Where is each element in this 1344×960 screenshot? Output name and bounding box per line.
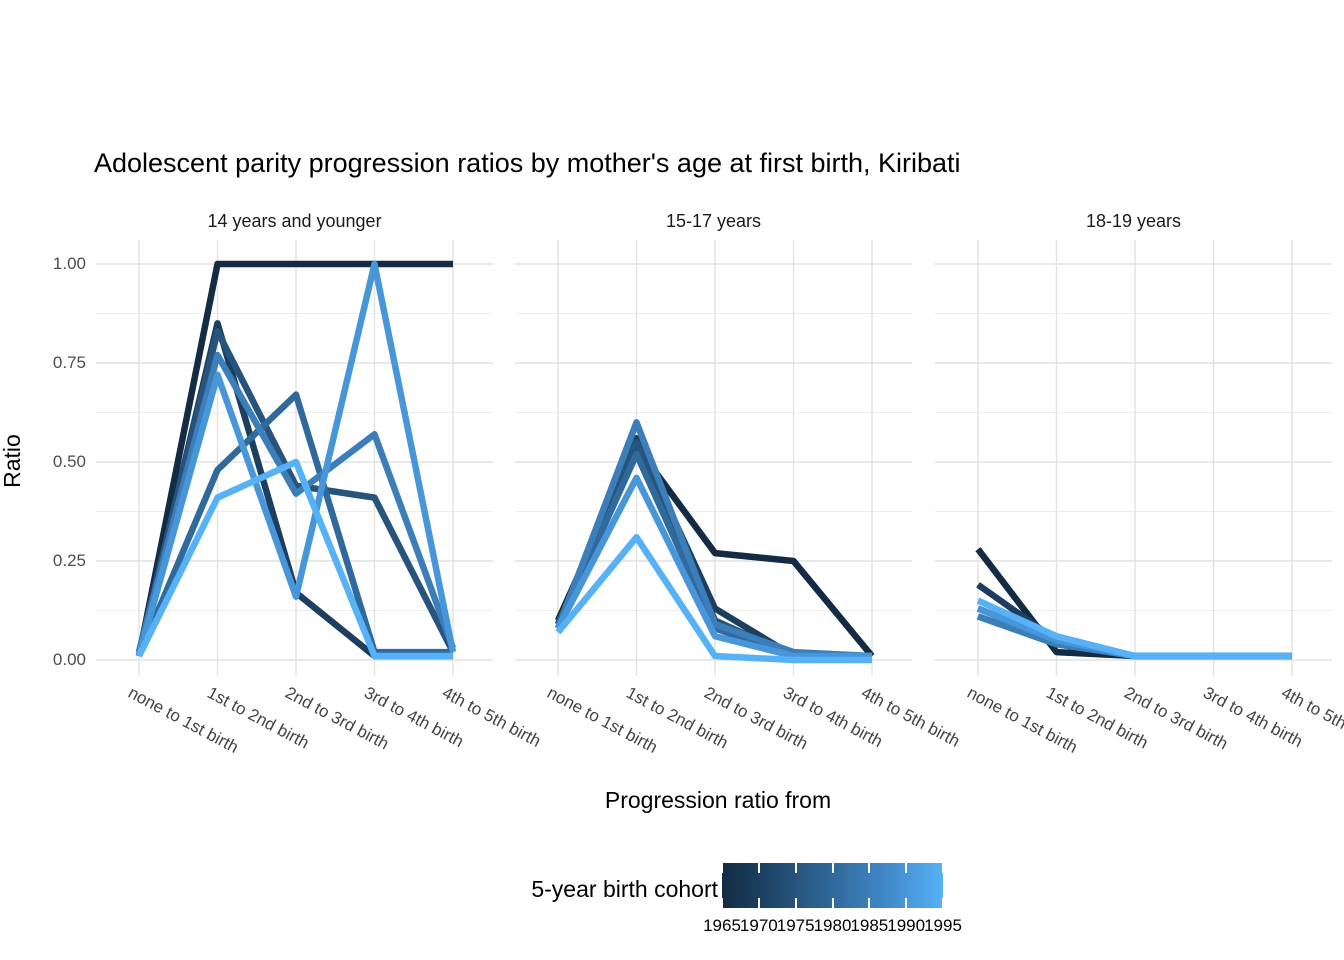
legend-tick-label: 1970 xyxy=(739,916,778,935)
legend-tick-label: 1985 xyxy=(850,916,889,935)
legend-tick xyxy=(757,863,760,873)
series-line-1990 xyxy=(135,260,457,657)
x-axis-title: Progression ratio from xyxy=(604,787,832,813)
series-line-1975 xyxy=(135,328,456,654)
series-line-1990 xyxy=(555,474,872,660)
facet-label-1: 15-17 years xyxy=(665,211,762,231)
legend-tick xyxy=(868,898,871,908)
legend-tick xyxy=(721,863,723,873)
legend-tick-label: 1990 xyxy=(887,916,926,935)
series-line-1995 xyxy=(976,597,1292,660)
series-line-1985 xyxy=(135,351,457,653)
legend-title: 5-year birth cohort xyxy=(531,876,718,902)
y-tick-label: 0.25 xyxy=(52,551,86,570)
legend-tick xyxy=(794,898,797,908)
legend-tick xyxy=(942,898,944,908)
facet-label-0: 14 years and younger xyxy=(207,211,382,231)
legend-tick-label: 1965 xyxy=(703,916,741,935)
legend-tick xyxy=(831,863,834,873)
legend-tick xyxy=(942,863,944,873)
series-line-1980 xyxy=(136,391,453,658)
legend-tick xyxy=(905,898,908,908)
legend-tick-label: 1975 xyxy=(776,916,815,935)
facet-label-2: 18-19 years xyxy=(1085,211,1182,231)
legend-tick xyxy=(794,863,797,873)
legend-tick-label: 1980 xyxy=(813,916,852,935)
panel-0 xyxy=(96,240,493,676)
plot-area xyxy=(96,240,1332,676)
panel-2 xyxy=(935,240,1332,676)
legend-tick xyxy=(905,863,908,873)
series-line-1995 xyxy=(136,458,453,660)
legend-tick xyxy=(721,898,723,908)
y-tick-label: 1.00 xyxy=(52,254,86,273)
y-tick-label: 0.00 xyxy=(52,650,86,669)
series-line-1995 xyxy=(555,533,872,664)
legend-tick xyxy=(757,898,760,908)
panel-1 xyxy=(515,240,912,676)
legend-tick-label: 1995 xyxy=(924,916,962,935)
legend-tick xyxy=(831,898,834,908)
y-tick-label: 0.50 xyxy=(52,452,86,471)
y-tick-label: 0.75 xyxy=(52,353,86,372)
series-line-1965 xyxy=(135,260,453,657)
legend-tick xyxy=(868,863,871,873)
page-title: Adolescent parity progression ratios by … xyxy=(94,148,961,178)
